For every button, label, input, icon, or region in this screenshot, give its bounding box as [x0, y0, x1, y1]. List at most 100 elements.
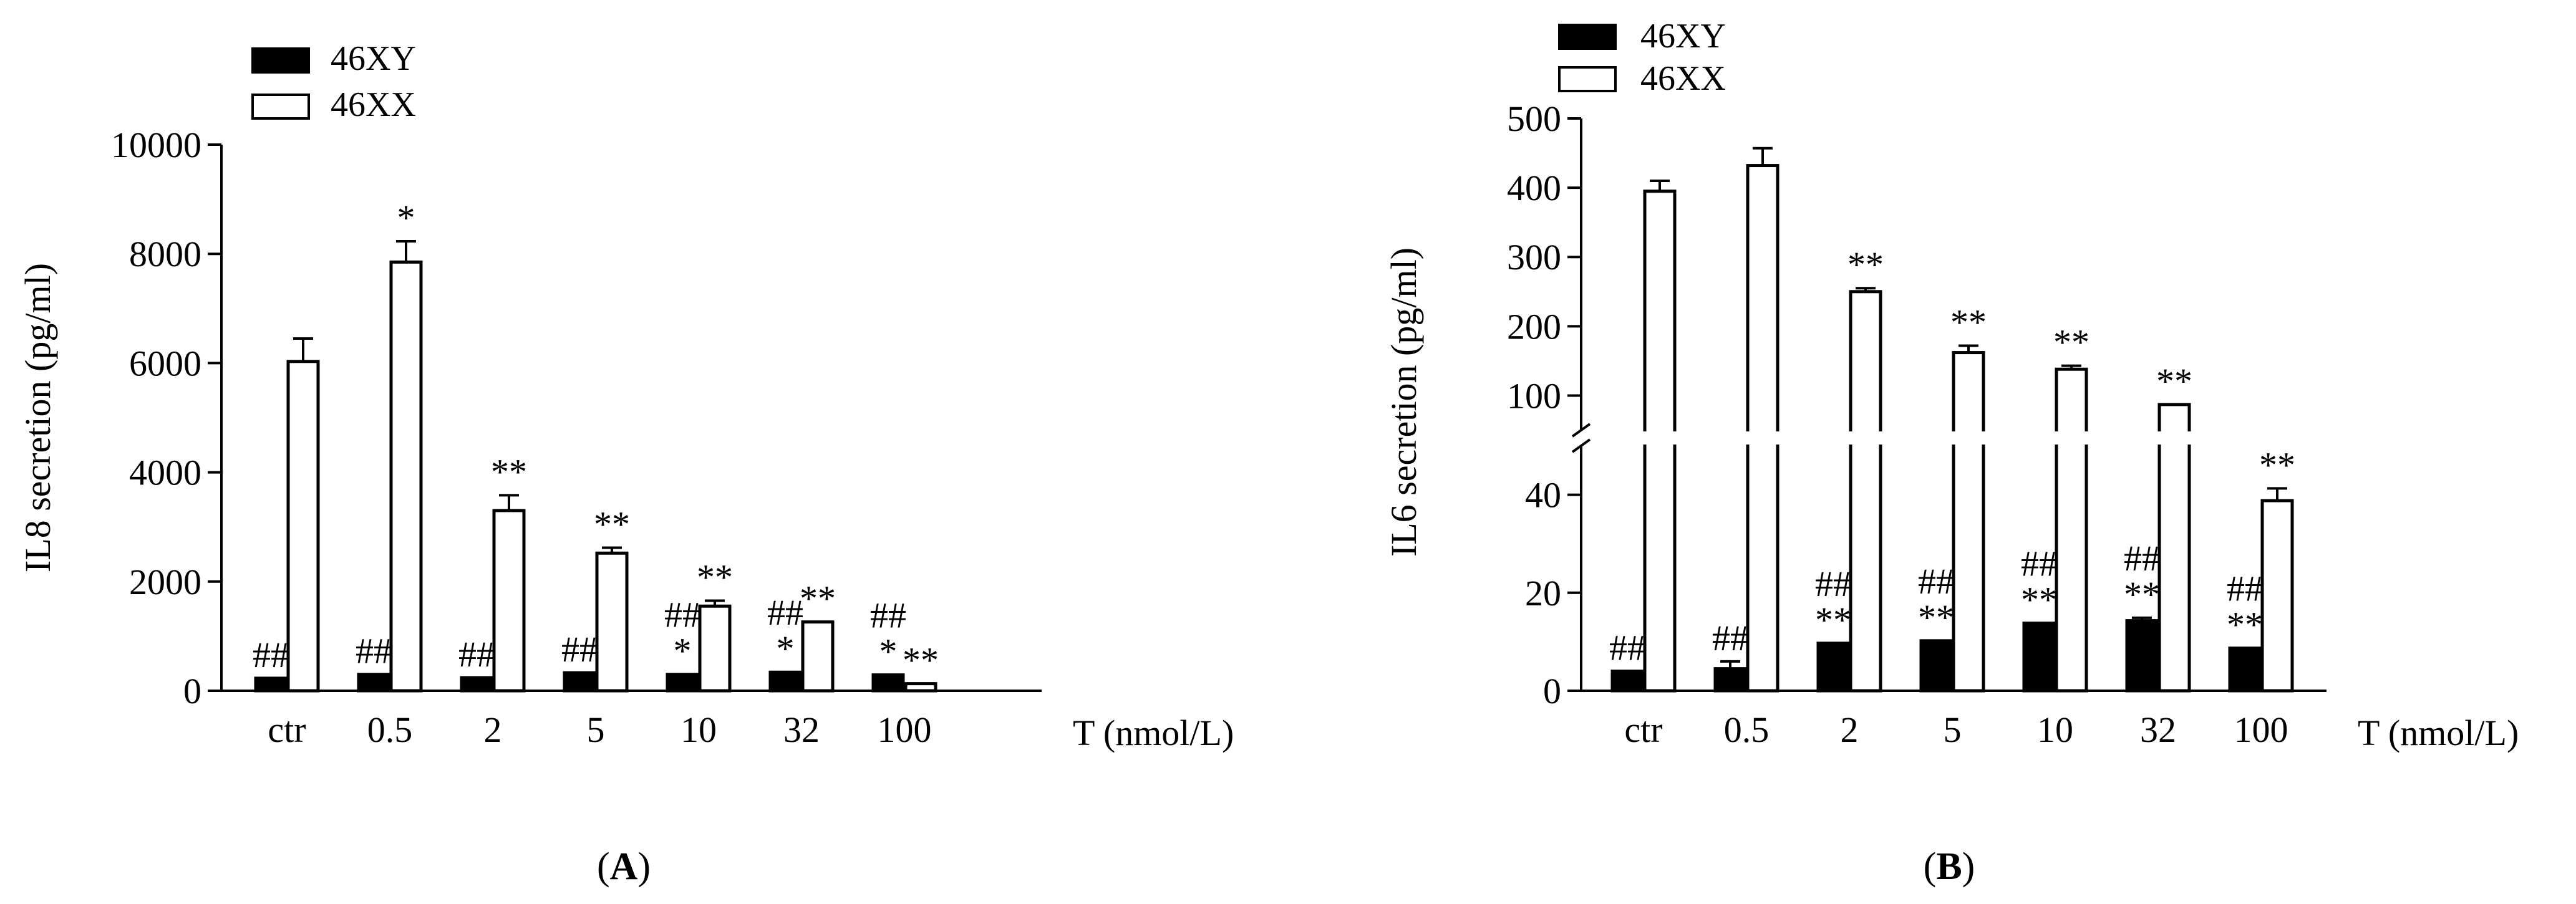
panel-b-significance-label: **: [2156, 361, 2192, 402]
panel-b-significance-label: **: [1918, 597, 1954, 638]
panel-a-significance-label: ##: [870, 595, 906, 636]
panel-b-bars: [1610, 147, 2294, 693]
panel-a-bar-46xx: [595, 551, 629, 693]
panel-b-y-tick-label: 20: [1525, 573, 1561, 613]
legend-a-swatch-46xy: [251, 47, 310, 74]
panel-a-x-tick-label: 2: [484, 709, 502, 750]
panel-a-x-tick-label: 10: [680, 709, 717, 750]
legend-a-label-46xy: 46XY: [331, 39, 416, 78]
panel-a-significance-label: *: [777, 628, 795, 669]
panel-a-x-tick-label: 32: [783, 709, 820, 750]
panel-a-significance-label: ##: [458, 634, 495, 675]
panel-b-x-tick-label: 32: [2140, 709, 2176, 750]
panel-b-significance-label: **: [2227, 605, 2263, 645]
panel-a-y-tick-label: 0: [183, 671, 201, 711]
panel-a-label-letter: A: [610, 845, 638, 888]
panel-b-y-axis-label: IL6 secretion (pg/ml): [1383, 248, 1424, 557]
panel-a-y-tick-label: 2000: [129, 562, 201, 602]
panel-b-bar-46xy: [2125, 619, 2159, 693]
panel-a-bar-46xy: [460, 676, 493, 693]
panel-b-x-tick-label: 10: [2037, 709, 2073, 750]
panel-a-y-tick-label: 8000: [129, 234, 201, 274]
panel-a-significance-label: ##: [253, 635, 289, 675]
panel-b-bar-46xy: [1713, 667, 1747, 693]
panel-b-significance-label: **: [1815, 600, 1851, 640]
legend-a-swatch-46xx: [251, 94, 310, 120]
panel-a-bar-46xy: [871, 673, 905, 693]
panel-b-bar-46xx: [2260, 499, 2294, 693]
panel-b-axis-break-mark: [1571, 423, 1591, 438]
panel-a-bar-46xx: [286, 360, 320, 693]
panel-b-significance-label: ##: [1609, 628, 1645, 668]
panel-a-significance-label: *: [674, 631, 692, 671]
panel-a-label: (A): [597, 845, 651, 888]
panel-b-label-letter: B: [1936, 845, 1962, 888]
panel-b-y-tick-label: 200: [1507, 306, 1561, 347]
panel-b-axis-break-mark: [1571, 438, 1591, 453]
panel-b-significance-label: ##: [1815, 564, 1851, 604]
panel-a-y-tick-label: 6000: [129, 343, 201, 383]
panel-a-bar-46xy: [254, 676, 288, 693]
panel-b-y-tick-label: 400: [1507, 168, 1561, 208]
legend-a-label-46xx: 46XX: [331, 85, 416, 124]
legend-a: 46XY 46XX: [251, 39, 416, 124]
panel-a-bar-46xx: [698, 604, 732, 693]
panel-b-bar-46xy: [1919, 639, 1953, 693]
legend-b-swatch-46xx: [1558, 66, 1617, 92]
panel-b-significance-label: ##: [2021, 544, 2057, 584]
panel-b-significance-label: **: [2124, 574, 2160, 615]
panel-a-significance-label: ##: [664, 595, 700, 635]
panel-a-significance-label: **: [903, 640, 939, 681]
panel-b-x-tick-label: 0.5: [1724, 709, 1770, 750]
panel-a-bar-46xy: [357, 673, 390, 693]
panel-b-chart: 46XY 46XX IL6 secretion (pg/ml) T (nmol/…: [1383, 17, 2519, 888]
panel-b-y-tick-label: 100: [1507, 375, 1561, 416]
panel-b-bar-break-gap: [2157, 431, 2192, 445]
panel-b-y-tick-label: 300: [1507, 237, 1561, 277]
panel-a-significance-label: ##: [767, 592, 803, 633]
panel-a-significance-label: **: [697, 557, 733, 597]
panel-b-x-tick-label: ctr: [1624, 709, 1662, 750]
panel-b-bar-break-gap: [1951, 431, 1986, 445]
panel-a-significance-label: **: [594, 504, 630, 544]
panel-a-significance-label: ##: [561, 629, 598, 670]
panel-b-x-tick-label: 100: [2234, 709, 2288, 750]
panel-b-bar-46xx: [1746, 164, 1779, 693]
panel-a-bar-46xy: [768, 670, 802, 693]
panel-a-bar-46xx: [904, 682, 937, 693]
panel-b-bar-break-gap: [1642, 431, 1677, 445]
panel-b-bar-46xx: [1952, 351, 1985, 693]
legend-b: 46XY 46XX: [1558, 17, 1726, 98]
panel-a-significance-label: *: [879, 632, 898, 672]
panel-a-significance-label: ##: [356, 631, 392, 671]
panel-a-x-tick-label: ctr: [268, 709, 306, 750]
panel-a-y-tick-label: 10000: [111, 125, 201, 165]
panel-a-bar-46xx: [492, 509, 526, 693]
panel-b-significance-label: ##: [2124, 538, 2160, 579]
panel-a-axes: 0 2000 4000 6000 8000 10000 ctr 0.5 2 5 10 32 100: [111, 125, 1042, 750]
panel-b-significance-label: **: [2053, 322, 2089, 363]
panel-b-annotations: ## ## **##****##****##****##****##**: [1609, 244, 2295, 668]
panel-b-significance-label: **: [1950, 302, 1987, 342]
legend-b-swatch-46xy: [1558, 24, 1617, 50]
panel-a-chart: 46XY 46XX IL8 secretion (pg/ml) T (nmol/…: [17, 39, 1234, 888]
panel-b-significance-label: ##: [1918, 561, 1954, 602]
panel-b-significance-label: **: [1847, 244, 1884, 285]
panel-b-label: (B): [1924, 845, 1975, 888]
panel-a-bars: [254, 240, 937, 693]
panel-b-y-tick-label: 40: [1525, 475, 1561, 516]
panel-a-significance-label: **: [800, 579, 836, 619]
panel-a-bar-46xy: [563, 671, 596, 693]
panel-b-significance-label: ##: [2227, 569, 2263, 609]
panel-a-bar-46xx: [389, 260, 423, 693]
panel-a-significance-label: *: [397, 198, 415, 238]
panel-a-x-axis-label: T (nmol/L): [1073, 713, 1234, 753]
panel-b-x-axis-label: T (nmol/L): [2358, 713, 2519, 753]
panel-b-x-tick-label: 5: [1944, 709, 1962, 750]
panel-b-bar-46xy: [1610, 670, 1644, 693]
panel-b-significance-label: **: [2259, 445, 2295, 485]
legend-b-label-46xy: 46XY: [1640, 17, 1726, 55]
panel-b-bar-46xx: [1849, 290, 1882, 693]
panel-a-y-tick-label: 4000: [129, 453, 201, 493]
